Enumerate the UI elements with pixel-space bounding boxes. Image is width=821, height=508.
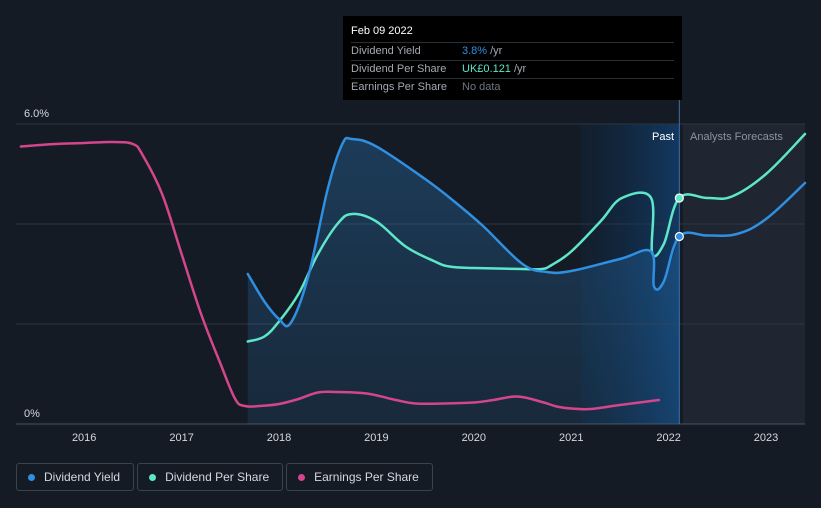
past-label: Past (652, 131, 674, 143)
dividend-per-share-marker (674, 193, 684, 203)
tooltip-row-dividend-yield: Dividend Yield 3.8% /yr (351, 43, 674, 61)
x-tick-label: 2017 (169, 432, 193, 444)
y-axis-labels: 6.0% 0% (24, 108, 49, 420)
legend-dot-icon (149, 473, 157, 481)
x-tick-label: 2022 (656, 432, 680, 444)
legend-label: Earnings Per Share (314, 470, 419, 484)
x-tick-label: 2019 (364, 432, 388, 444)
legend-dot-icon (28, 473, 35, 481)
tooltip-date: Feb 09 2022 (351, 24, 674, 43)
legend-item-earnings-per-share[interactable]: Earnings Per Share (286, 463, 433, 491)
y-tick-label: 0% (24, 408, 40, 420)
legend-label: Dividend Per Share (165, 470, 270, 484)
legend-dot-icon (298, 473, 306, 481)
tooltip-row-dividend-per-share: Dividend Per Share UK£0.121 /yr (351, 61, 674, 79)
tooltip: Feb 09 2022 Dividend Yield 3.8% /yr Divi… (343, 16, 682, 100)
tooltip-value: No data (462, 81, 501, 93)
tooltip-label: Dividend Yield (351, 45, 421, 57)
tooltip-unit: /yr (490, 45, 503, 57)
tooltip-value: 3.8% (462, 45, 488, 57)
x-tick-label: 2021 (559, 432, 583, 444)
tooltip-label: Earnings Per Share (351, 81, 447, 93)
analysts-forecasts-label: Analysts Forecasts (690, 131, 783, 143)
legend: Dividend Yield Dividend Per Share Earnin… (16, 463, 433, 491)
legend-label: Dividend Yield (44, 470, 121, 484)
series-markers (674, 193, 684, 242)
tooltip-label: Dividend Per Share (351, 63, 447, 75)
x-tick-label: 2016 (72, 432, 96, 444)
series-areas (247, 137, 680, 425)
dividend-yield-area (247, 137, 680, 425)
tooltip-unit: /yr (513, 63, 527, 75)
x-axis-labels: 2016 2017 2018 2019 2020 2021 2022 2023 (72, 432, 778, 444)
dividend-yield-marker (674, 231, 684, 242)
tooltip-value: UK£0.121 (462, 63, 511, 75)
x-tick-label: 2020 (462, 432, 486, 444)
forecast-region (683, 124, 805, 424)
y-tick-label: 6.0% (24, 108, 49, 120)
x-tick-label: 2018 (267, 432, 291, 444)
tooltip-row-earnings-per-share: Earnings Per Share No data (351, 79, 674, 96)
x-tick-label: 2023 (754, 432, 778, 444)
legend-item-dividend-per-share[interactable]: Dividend Per Share (137, 463, 284, 491)
legend-item-dividend-yield[interactable]: Dividend Yield (16, 463, 135, 491)
earnings-per-share-line (19, 140, 661, 411)
